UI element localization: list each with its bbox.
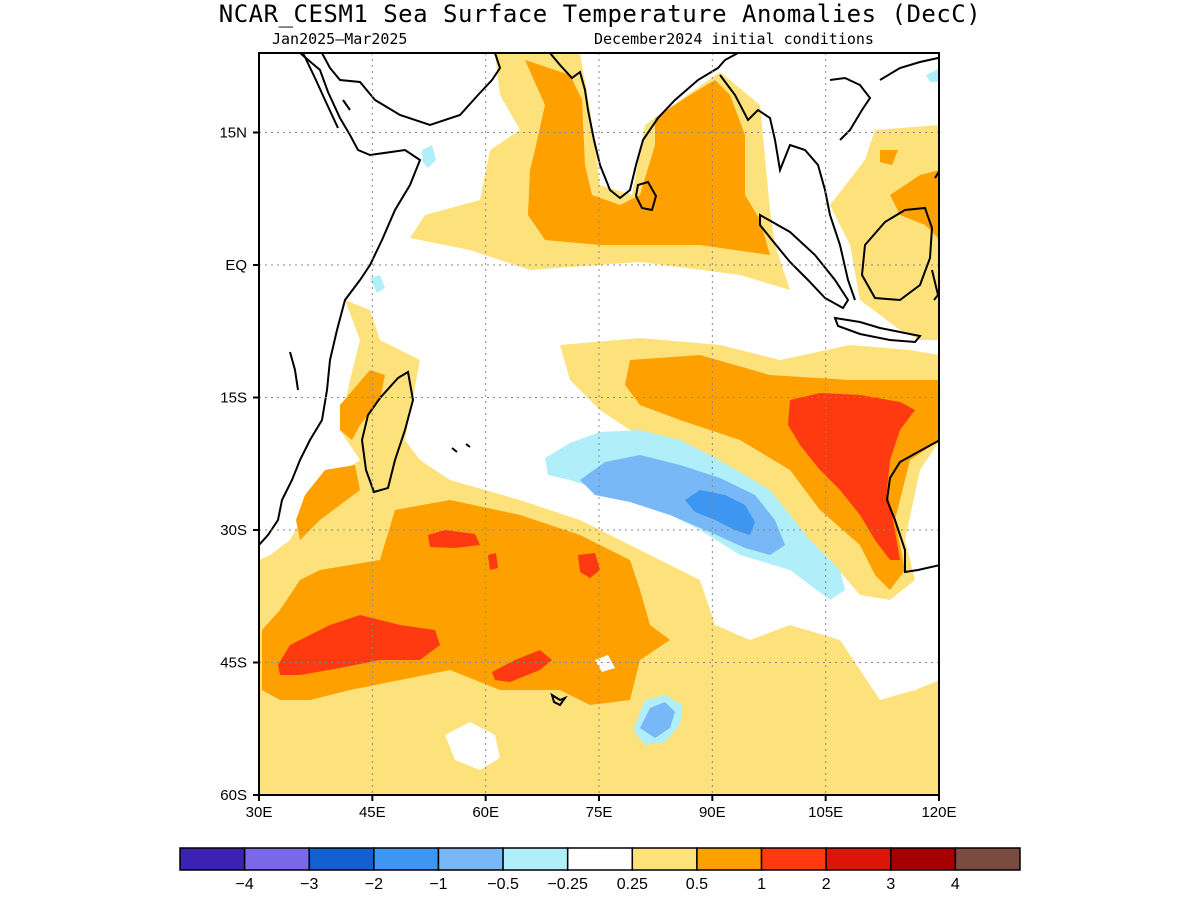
anomaly-shading (259, 53, 939, 795)
colorbar-label: −0.5 (487, 876, 519, 893)
sumatra-coastline (759, 213, 850, 310)
lat-tick-label: EQ (225, 257, 247, 274)
lon-tick-label: 75E (586, 804, 613, 821)
lat-tick-label: 15S (220, 390, 247, 407)
initial-conditions-label: December2024 initial conditions (594, 30, 874, 48)
colorbar-swatch (502, 847, 569, 871)
india-coastline (549, 53, 739, 200)
philippines-coastline (879, 57, 939, 81)
axis-ticks: 30E 45E 60E 75E 90E 105E 120E 15N EQ 15S 30S 45S 60S (219, 125, 956, 822)
anomaly-region-red-south-center (492, 650, 552, 682)
red-sea-island (342, 99, 351, 111)
southeast-asia-coastline (719, 74, 856, 301)
anomaly-region-neutral-small (595, 655, 615, 672)
lat-tick-label: 60S (220, 787, 247, 804)
lat-tick-label: 30S (220, 522, 247, 539)
colorbar-swatch (954, 847, 1021, 871)
colorbar-swatch (890, 847, 957, 871)
colorbar-swatch (308, 847, 375, 871)
anomaly-region-blue-south (640, 702, 675, 738)
colorbar-swatch (373, 847, 440, 871)
arabia-coastline (321, 53, 502, 127)
anomaly-region-light-blue-northeast (926, 68, 939, 82)
colorbar-label: −3 (300, 876, 318, 893)
colorbar-swatch (566, 847, 634, 871)
colorbar-swatch (437, 847, 504, 871)
lat-tick-label: 45S (220, 655, 247, 672)
colorbar-label: −2 (365, 876, 383, 893)
lon-tick-label: 90E (699, 804, 726, 821)
forecast-period: Jan2025–Mar2025 (272, 30, 408, 48)
anomaly-region-neutral-south (445, 722, 500, 770)
lon-tick-label: 60E (472, 804, 499, 821)
anomaly-region-light-blue-equator (370, 275, 385, 293)
kerguelen-island (550, 692, 568, 707)
anomaly-region-indonesia-yellow (830, 125, 939, 340)
map-title: NCAR_CESM1 Sea Surface Temperature Anoma… (218, 0, 982, 28)
lon-tick-label: 105E (808, 804, 843, 821)
mozambique-lake (289, 351, 299, 391)
anomaly-region-north-orange (525, 60, 770, 255)
coastlines (259, 53, 939, 707)
colorbar-label: 4 (951, 876, 960, 893)
africa-coastline (259, 53, 422, 546)
colorbar: −4 −3 −2 −1 −0.5 −0.25 0.25 0.5 1 2 3 4 (179, 847, 1021, 893)
colorbar-swatch (631, 847, 698, 871)
colorbar-swatch (825, 847, 892, 871)
australia-coastline (885, 439, 939, 574)
anomaly-region-red-small-1 (428, 530, 480, 548)
anomaly-region-light-blue-gulf (422, 145, 436, 168)
colorbar-label: 3 (886, 876, 895, 893)
lon-tick-label: 120E (921, 804, 956, 821)
indochina-coastline (829, 76, 872, 141)
anomaly-region-deep-blue (685, 490, 755, 535)
borneo-coastline (860, 206, 934, 302)
colorbar-label: −4 (235, 876, 253, 893)
colorbar-label: 1 (757, 876, 766, 893)
anomaly-region-red-small-3 (488, 553, 498, 570)
colorbar-label: −1 (429, 876, 447, 893)
red-sea-west-coast (302, 53, 339, 129)
anomaly-region-madagascar-orange (296, 370, 385, 540)
colorbar-label: 2 (822, 876, 831, 893)
lon-tick-label: 45E (359, 804, 386, 821)
anomaly-region-red-southeast (788, 393, 915, 560)
colorbar-swatch (760, 847, 827, 871)
lat-tick-label: 15N (219, 125, 247, 142)
sri-lanka-coastline (634, 180, 658, 212)
madagascar-coastline (360, 370, 415, 494)
anomaly-region-red-small-2 (578, 553, 600, 578)
colorbar-swatch (696, 847, 763, 871)
lon-tick-label: 30E (246, 804, 273, 821)
java-coastline (833, 316, 922, 344)
colorbar-swatch (179, 847, 246, 871)
map-gridlines (259, 53, 939, 795)
colorbar-swatch (243, 847, 310, 871)
colorbar-label: −0.25 (547, 876, 588, 893)
anomaly-region-red-southwest (278, 615, 440, 675)
mascarene-islands (451, 443, 471, 453)
anomaly-region-indonesia-orange (880, 150, 939, 239)
colorbar-label: 0.5 (686, 876, 708, 893)
colorbar-label: 0.25 (617, 876, 648, 893)
